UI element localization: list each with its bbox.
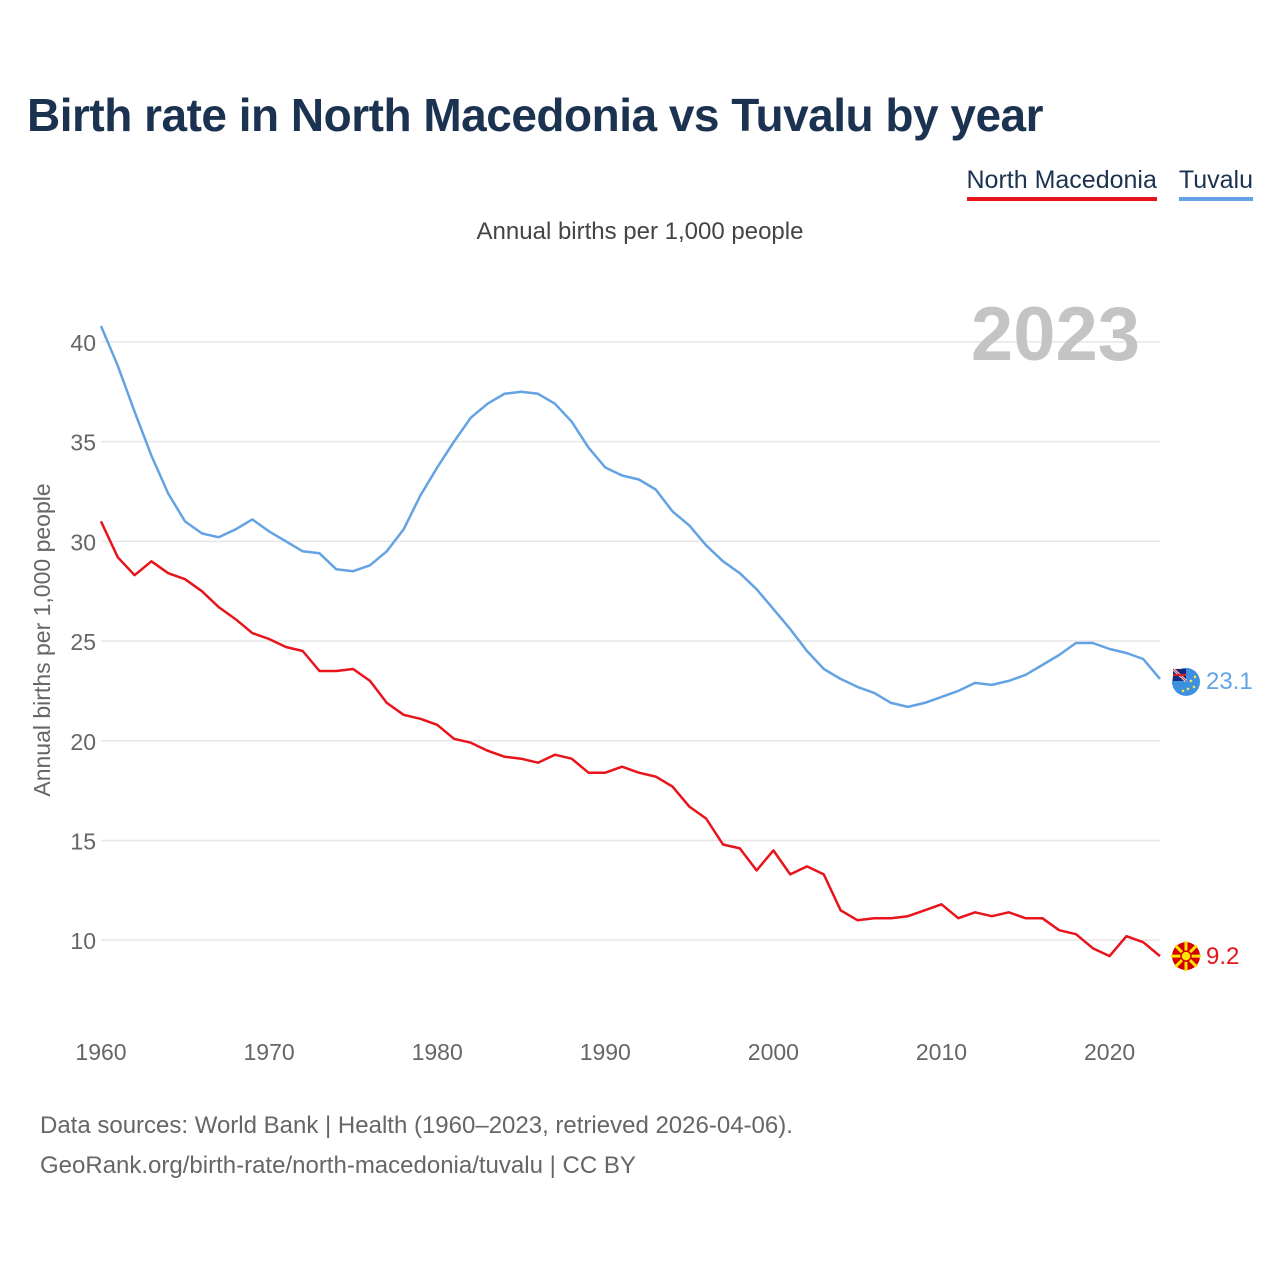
- x-tick-label: 1960: [75, 1039, 126, 1065]
- source-line-2[interactable]: GeoRank.org/birth-rate/north-macedonia/t…: [40, 1152, 636, 1179]
- y-tick-label: 25: [70, 629, 96, 655]
- tuvalu-flag-star: [1193, 675, 1197, 679]
- legend-item-north-macedonia[interactable]: North Macedonia: [966, 166, 1157, 201]
- year-watermark: 2023: [971, 292, 1140, 377]
- source-line-1: Data sources: World Bank | Health (1960–…: [40, 1112, 793, 1139]
- y-tick-label: 35: [70, 430, 96, 456]
- tuvalu-flag-icon: [1172, 667, 1200, 696]
- tuvalu-flag-star: [1181, 689, 1185, 693]
- x-tick-label: 1970: [244, 1039, 295, 1065]
- x-tick-label: 2000: [748, 1039, 799, 1065]
- tuvalu-flag-star: [1192, 685, 1196, 689]
- end-label-tuvalu: 23.1: [1206, 668, 1253, 695]
- north-macedonia-flag-sun: [1180, 950, 1192, 962]
- chart-title: Birth rate in North Macedonia vs Tuvalu …: [27, 89, 1044, 141]
- y-tick-label: 20: [70, 729, 96, 755]
- legend-item-tuvalu[interactable]: Tuvalu: [1178, 166, 1253, 201]
- x-tick-label: 1990: [580, 1039, 631, 1065]
- chart-subtitle: Annual births per 1,000 people: [476, 218, 804, 245]
- series-line-tuvalu: [99, 325, 1161, 709]
- y-tick-label: 15: [70, 828, 96, 854]
- legend: North Macedonia Tuvalu: [966, 166, 1253, 201]
- series-line-north-macedonia: [99, 520, 1161, 958]
- y-tick-label: 30: [70, 529, 96, 555]
- y-tick-label: 10: [70, 928, 96, 954]
- y-tick-label: 40: [70, 330, 96, 356]
- x-tick-label: 2020: [1084, 1039, 1135, 1065]
- tuvalu-flag-star: [1186, 687, 1190, 691]
- tuvalu-flag-star: [1189, 679, 1193, 683]
- end-label-north-macedonia: 9.2: [1206, 943, 1239, 970]
- north-macedonia-flag-icon: [1171, 941, 1201, 972]
- x-tick-label: 1980: [412, 1039, 463, 1065]
- source-note: Data sources: World Bank | Health (1960–…: [40, 1106, 793, 1186]
- x-tick-label: 2010: [916, 1039, 967, 1065]
- y-axis-label: Annual births per 1,000 people: [29, 483, 55, 796]
